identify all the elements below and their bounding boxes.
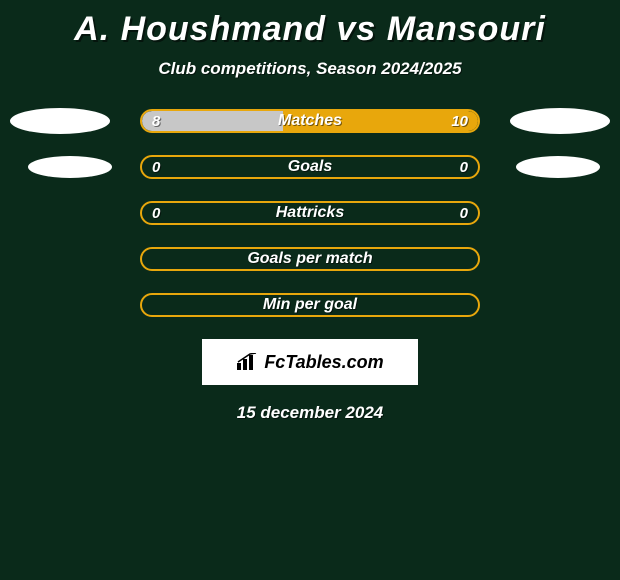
brand-text: FcTables.com — [264, 352, 383, 373]
stat-label: Hattricks — [142, 203, 478, 223]
stat-label: Min per goal — [142, 295, 478, 315]
stat-bar: 810Matches — [140, 109, 480, 133]
subtitle: Club competitions, Season 2024/2025 — [0, 59, 620, 79]
stat-bar: Min per goal — [140, 293, 480, 317]
comparison-row: 810Matches — [0, 109, 620, 133]
comparison-rows: 810Matches 00Goals 00Hattricks Goals per ma… — [0, 109, 620, 317]
stat-bar: 00Hattricks — [140, 201, 480, 225]
player-right-oval — [510, 108, 610, 134]
stat-label: Matches — [142, 111, 478, 131]
player-left-oval — [10, 108, 110, 134]
comparison-row: Goals per match — [0, 247, 620, 271]
bars-icon — [236, 353, 258, 371]
stat-label: Goals per match — [142, 249, 478, 269]
stat-label: Goals — [142, 157, 478, 177]
player-right-oval — [516, 156, 600, 178]
comparison-row: 00Hattricks — [0, 201, 620, 225]
stat-bar: Goals per match — [140, 247, 480, 271]
brand-badge: FcTables.com — [202, 339, 418, 385]
stat-bar: 00Goals — [140, 155, 480, 179]
date-text: 15 december 2024 — [0, 403, 620, 423]
comparison-row: Min per goal — [0, 293, 620, 317]
comparison-row: 00Goals — [0, 155, 620, 179]
page-title: A. Houshmand vs Mansouri — [0, 0, 620, 49]
player-left-oval — [28, 156, 112, 178]
